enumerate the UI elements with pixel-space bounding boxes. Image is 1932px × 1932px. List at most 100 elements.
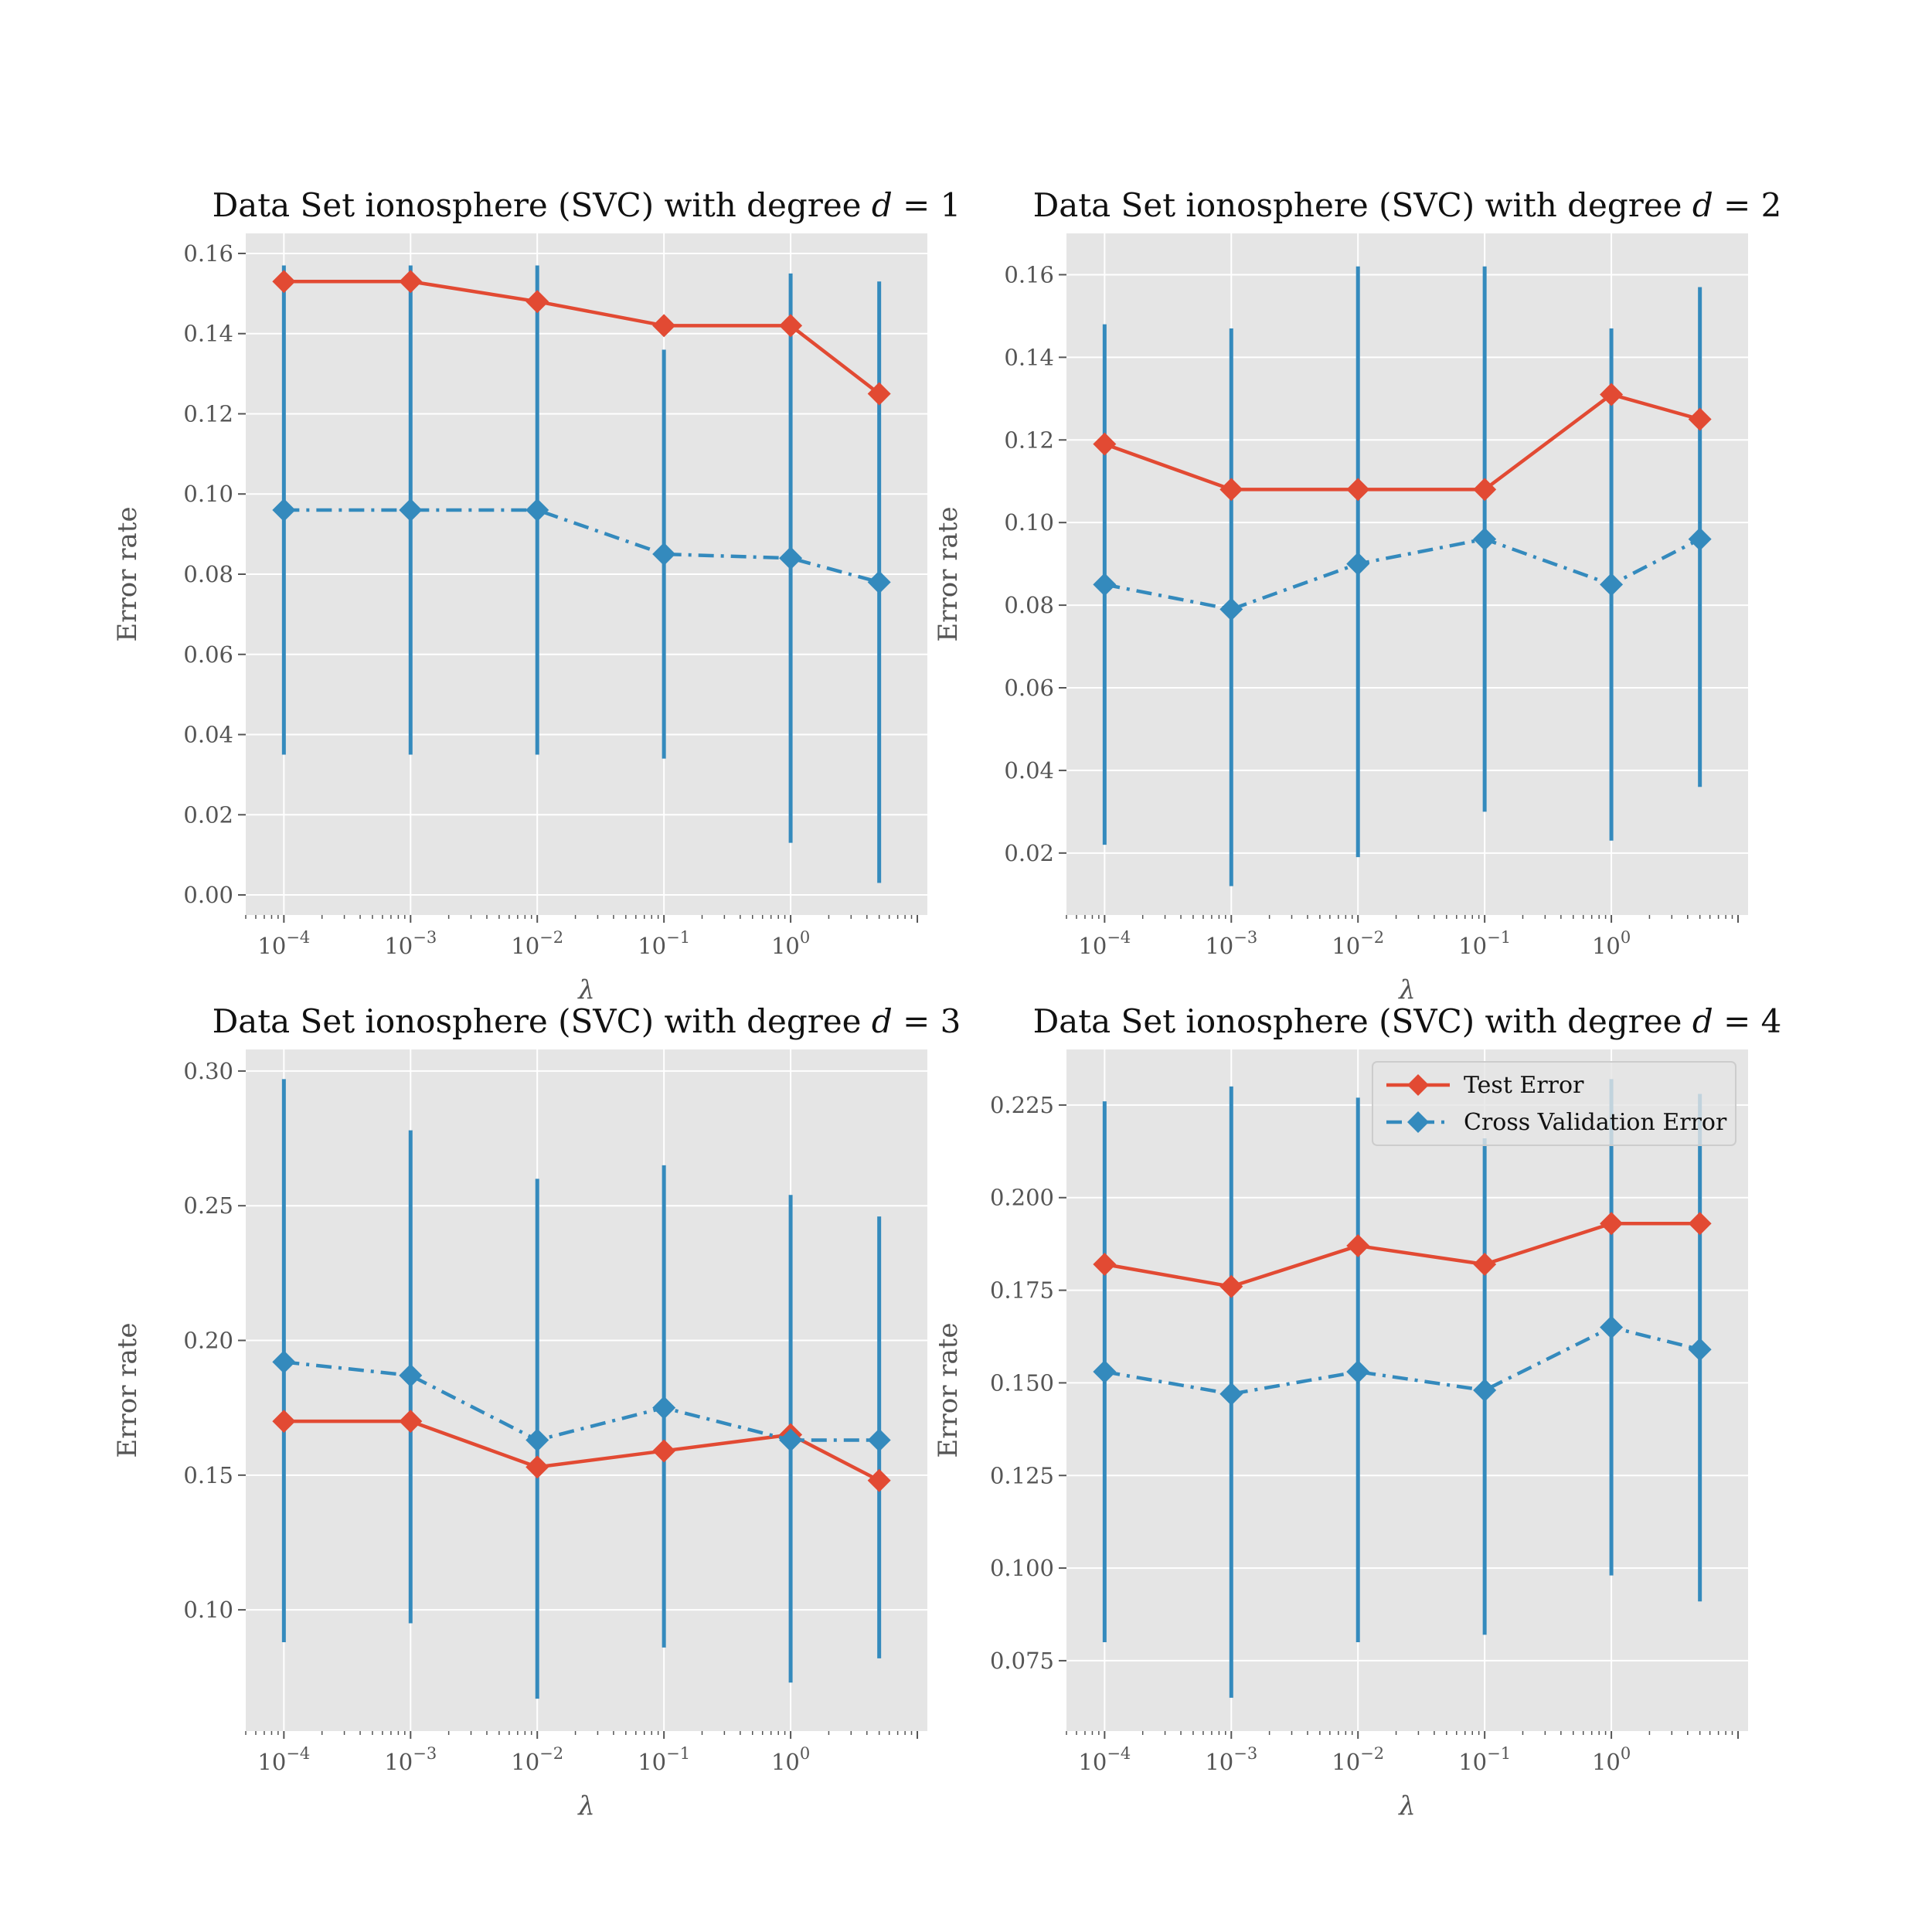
- cv-error-point: [1093, 1360, 1117, 1384]
- x-tick-label: 10−4: [1078, 928, 1131, 959]
- test-error-point: [652, 314, 676, 338]
- y-axis: 0.02 0.04 0.06 0.08 0.10 0.12 0.14 0.16: [1004, 261, 1066, 866]
- legend-box: [1372, 1061, 1736, 1146]
- test-error-point: [1219, 1274, 1243, 1298]
- x-tick-label: 10−2: [511, 928, 563, 959]
- x-tick-label: 10−3: [1205, 1744, 1257, 1775]
- legend: Test Error Cross Validation Error: [1372, 1061, 1736, 1146]
- test-error-line: [284, 1419, 880, 1482]
- test-error-line: [1104, 1222, 1700, 1289]
- test-error-point: [1688, 407, 1712, 431]
- cv-error-point: [399, 1363, 423, 1387]
- cv-error-point: [1600, 1315, 1624, 1339]
- y-tick-label: 0.16: [1004, 261, 1054, 287]
- x-tick-label: 10−1: [1458, 1744, 1511, 1775]
- cv-error-point: [867, 570, 891, 594]
- test-error-point: [1688, 1212, 1712, 1236]
- x-axis-label: λ: [1397, 975, 1416, 1005]
- test-error-point: [867, 382, 891, 406]
- legend-label: Cross Validation Error: [1464, 1109, 1727, 1136]
- test-error-point: [652, 1439, 676, 1463]
- y-tick-label: 0.14: [183, 321, 233, 347]
- x-axis: 10−4 10−3 10−2 10−1 100: [245, 915, 919, 959]
- x-tick-label: 10−1: [638, 928, 690, 959]
- cv-error-point: [1688, 1338, 1712, 1362]
- plot-area: [272, 1079, 891, 1699]
- cv-error-point: [399, 498, 423, 522]
- y-axis-label: Error rate: [112, 1322, 143, 1458]
- y-tick-label: 0.14: [1004, 344, 1054, 370]
- cv-error-line: [284, 1360, 879, 1442]
- test-error-point: [779, 314, 803, 338]
- plot-area: [272, 265, 891, 883]
- x-tick-label: 10−1: [1458, 928, 1511, 959]
- y-tick-label: 0.25: [183, 1192, 233, 1219]
- y-tick-label: 0.30: [183, 1058, 233, 1084]
- y-axis-label: Error rate: [112, 506, 143, 641]
- cv-error-point: [1093, 573, 1117, 597]
- plot-background: [246, 1049, 927, 1731]
- plot-background: [1066, 233, 1748, 915]
- y-tick-label: 0.150: [990, 1369, 1054, 1396]
- cv-error-line: [1104, 537, 1701, 611]
- cv-error-point: [779, 546, 803, 570]
- y-tick-label: 0.12: [1004, 427, 1054, 453]
- cv-error-point: [526, 498, 549, 522]
- y-tick-label: 0.100: [990, 1555, 1054, 1581]
- subplot-title: Data Set ionosphere (SVC) with degree d …: [1033, 186, 1782, 224]
- y-axis: 0.075 0.100 0.125 0.150 0.175 0.200 0.225: [990, 1092, 1066, 1674]
- subplot-title: Data Set ionosphere (SVC) with degree d …: [213, 186, 961, 224]
- y-tick-label: 0.06: [183, 641, 233, 668]
- subplot-3: 0.10 0.15 0.20 0.25 0.30 10−4 10−3 10−2 10−1 100 λ…: [112, 1002, 961, 1821]
- cv-error-point: [1473, 1379, 1497, 1402]
- y-axis: 0.10 0.15 0.20 0.25 0.30: [183, 1058, 246, 1623]
- y-tick-label: 0.02: [1004, 840, 1054, 866]
- plot-area: [1093, 1079, 1712, 1698]
- test-error-point: [526, 290, 549, 314]
- x-tick-label: 10−3: [384, 928, 437, 959]
- y-tick-label: 0.00: [183, 882, 233, 908]
- y-tick-label: 0.16: [183, 240, 233, 267]
- y-tick-label: 0.06: [1004, 675, 1054, 701]
- cv-error-point: [652, 1396, 676, 1420]
- cv-error-point: [652, 543, 676, 566]
- test-error-line: [1104, 393, 1701, 492]
- cv-error-point: [272, 1350, 296, 1374]
- y-axis-label: Error rate: [933, 1322, 964, 1458]
- y-tick-label: 0.04: [183, 722, 233, 748]
- x-tick-label: 10−2: [511, 1744, 563, 1775]
- x-tick-label: 10−2: [1332, 928, 1384, 959]
- cv-error-point: [1346, 552, 1370, 576]
- test-error-point: [1346, 1234, 1370, 1258]
- y-tick-label: 0.08: [1004, 592, 1054, 618]
- y-tick-label: 0.10: [1004, 509, 1054, 536]
- x-axis: 10−4 10−3 10−2 10−1 100: [1066, 1731, 1740, 1775]
- y-tick-label: 0.10: [183, 481, 233, 507]
- y-tick-label: 0.200: [990, 1185, 1054, 1211]
- test-error-point: [399, 1410, 423, 1434]
- x-axis: 10−4 10−3 10−2 10−1 100: [1066, 915, 1740, 959]
- plot-area: [1093, 266, 1712, 886]
- legend-marker: [1407, 1111, 1429, 1133]
- x-tick-label: 10−4: [257, 928, 310, 959]
- test-error-point: [1600, 1212, 1624, 1236]
- x-tick-label: 100: [1592, 1744, 1631, 1775]
- cv-error-point: [1688, 527, 1712, 551]
- y-tick-label: 0.175: [990, 1277, 1054, 1304]
- test-error-point: [399, 270, 423, 294]
- y-tick-label: 0.225: [990, 1092, 1054, 1118]
- cv-error-line: [1104, 1325, 1701, 1396]
- y-tick-label: 0.075: [990, 1648, 1054, 1674]
- test-error-point: [1093, 1253, 1117, 1277]
- y-axis-label: Error rate: [933, 506, 964, 641]
- test-error-line: [284, 280, 881, 396]
- cv-error-point: [1600, 573, 1624, 597]
- x-tick-label: 100: [771, 928, 810, 959]
- x-axis-label: λ: [577, 1791, 595, 1821]
- cv-error-point: [272, 498, 296, 522]
- y-tick-label: 0.02: [183, 801, 233, 828]
- x-tick-label: 100: [771, 1744, 810, 1775]
- plot-background: [1066, 1049, 1748, 1731]
- x-axis-label: λ: [577, 975, 595, 1005]
